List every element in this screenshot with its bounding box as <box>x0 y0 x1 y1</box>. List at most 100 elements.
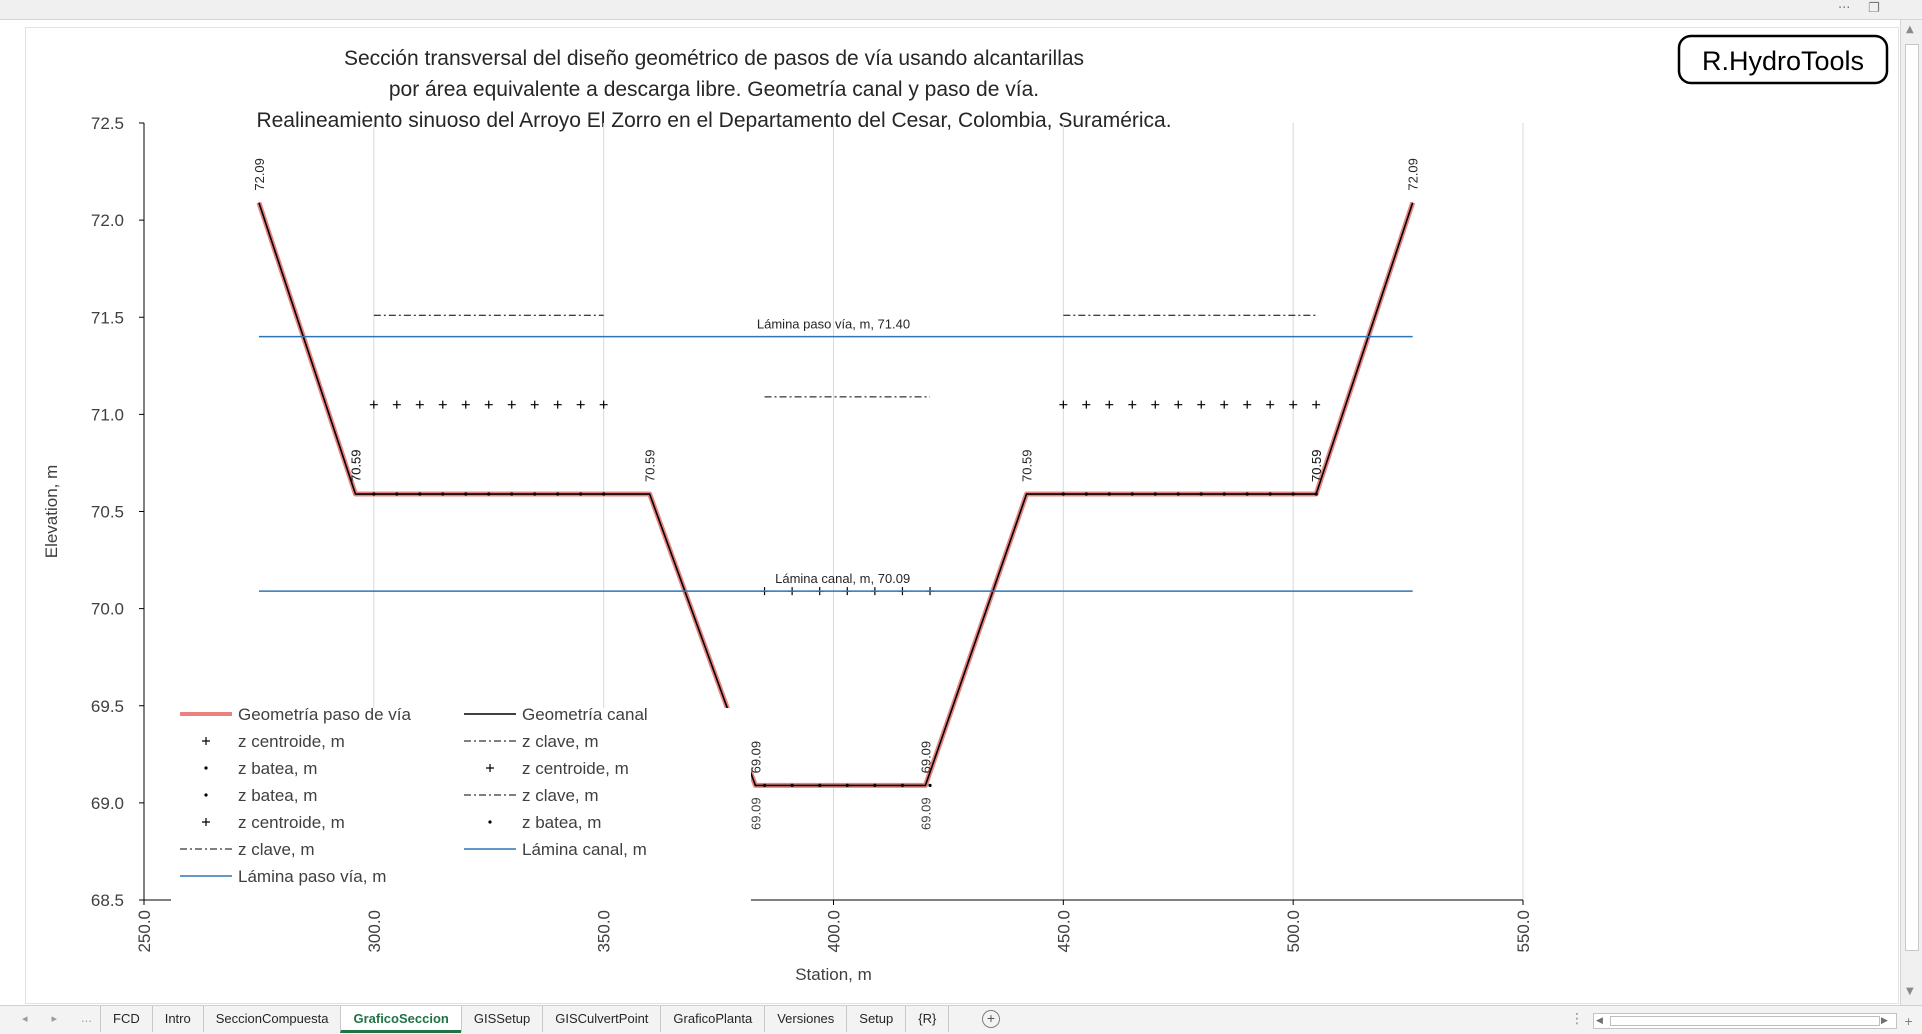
sheet-tab[interactable]: GISCulvertPoint <box>542 1006 660 1032</box>
centroid-marker <box>599 400 608 409</box>
data-label: 69.09 <box>748 741 763 774</box>
invert-marker <box>1314 492 1318 496</box>
centroid-marker <box>1174 400 1183 409</box>
sheet-tab[interactable]: FCD <box>100 1006 152 1032</box>
cross-section-chart: Sección transversal del diseño geométric… <box>42 34 1889 984</box>
invert-marker <box>602 492 606 496</box>
x-tick-label: 550.0 <box>1514 910 1533 953</box>
invert-marker <box>372 492 376 496</box>
invert-marker <box>418 492 422 496</box>
centroid-marker <box>461 400 470 409</box>
scroll-down-icon[interactable]: ▼ <box>1906 986 1914 997</box>
legend-label: z clave, m <box>238 840 315 859</box>
invert-marker <box>873 783 877 787</box>
sheet-tab[interactable]: SeccionCompuesta <box>202 1006 341 1032</box>
data-label: 70.59 <box>348 449 363 482</box>
centroid-marker <box>392 400 401 409</box>
x-axis-title: Station, m <box>795 965 872 984</box>
sheet-tab[interactable]: GraficoSeccion <box>340 1006 461 1033</box>
invert-marker <box>533 492 537 496</box>
sheet-tab-bar: ◂▸… FCD Intro SeccionCompuesta GraficoSecci… <box>0 1005 1922 1034</box>
invert-marker <box>1291 492 1295 496</box>
legend-swatch <box>204 793 208 797</box>
logo-text: R.HydroTools <box>1702 46 1864 76</box>
legend-label: Geometría paso de vía <box>238 705 411 724</box>
sheet-tab[interactable]: GraficoPlanta <box>660 1006 764 1032</box>
centroid-marker <box>438 400 447 409</box>
legend-swatch <box>202 737 210 745</box>
centroid-marker <box>1312 400 1321 409</box>
more-vertical-icon[interactable]: ⋮ <box>1570 1010 1584 1026</box>
data-label: 70.59 <box>348 449 363 482</box>
centroid-marker <box>415 400 424 409</box>
add-sheet-button[interactable]: + <box>982 1010 1000 1028</box>
chart-area[interactable]: Sección transversal del diseño geométric… <box>25 27 1899 1004</box>
y-tick-label: 69.0 <box>91 794 124 813</box>
horizontal-scrollbar[interactable]: ◀ ▶ <box>1593 1013 1897 1029</box>
data-label: Lámina canal, m, 70.09 <box>775 571 910 586</box>
invert-marker <box>1176 492 1180 496</box>
legend-label: Lámina paso vía, m <box>238 867 386 886</box>
sheet-nav-arrows-icon[interactable]: ◂▸… <box>22 1012 117 1025</box>
invert-marker <box>845 783 849 787</box>
data-label: 69.09 <box>748 797 763 830</box>
legend-label: z batea, m <box>238 786 317 805</box>
legend-label: z centroide, m <box>522 759 629 778</box>
invert-marker <box>1130 492 1134 496</box>
scroll-up-icon[interactable]: ▲ <box>1906 24 1914 35</box>
more-horizontal-icon[interactable]: ··· <box>1838 1 1851 16</box>
x-tick-label: 500.0 <box>1284 910 1303 953</box>
sheet-tab[interactable]: Setup <box>846 1006 905 1032</box>
invert-marker <box>579 492 583 496</box>
sheet-tab[interactable]: Versiones <box>764 1006 846 1032</box>
data-label: 69.09 <box>918 741 933 774</box>
x-tick-label: 300.0 <box>365 910 384 953</box>
chart-title-line: por área equivalente a descarga libre. G… <box>389 78 1039 101</box>
data-label: 72.09 <box>252 158 267 191</box>
scroll-right-icon[interactable]: ▶ <box>1881 1016 1888 1026</box>
restore-window-icon[interactable]: ❐ <box>1868 1 1880 16</box>
legend-label: z batea, m <box>238 759 317 778</box>
centroid-marker <box>507 400 516 409</box>
invert-marker <box>487 492 491 496</box>
centroid-marker <box>1289 400 1298 409</box>
legend-swatch <box>204 766 208 770</box>
invert-marker <box>818 783 822 787</box>
legend-swatch <box>202 818 210 826</box>
invert-marker <box>510 492 514 496</box>
centroid-marker <box>1128 400 1137 409</box>
x-tick-label: 400.0 <box>825 910 844 953</box>
invert-marker <box>1245 492 1249 496</box>
scroll-left-icon[interactable]: ◀ <box>1596 1016 1603 1026</box>
horizontal-scroll-thumb[interactable] <box>1610 1016 1880 1026</box>
invert-marker <box>1061 492 1065 496</box>
sheet-tab[interactable]: GISSetup <box>460 1006 542 1032</box>
centroid-marker <box>576 400 585 409</box>
vertical-scroll-thumb[interactable] <box>1905 44 1919 951</box>
x-tick-label: 250.0 <box>135 910 154 953</box>
data-label: Lámina paso vía, m, 71.40 <box>757 317 910 332</box>
legend-label: z centroide, m <box>238 813 345 832</box>
invert-marker <box>1084 492 1088 496</box>
invert-marker <box>928 783 932 787</box>
y-axis-title: Elevation, m <box>42 465 61 559</box>
data-label: 70.59 <box>1309 449 1324 482</box>
y-tick-label: 71.0 <box>91 405 124 424</box>
sheet-tab[interactable]: Intro <box>151 1006 203 1032</box>
invert-marker <box>762 783 767 787</box>
sheet-tabs: FCD Intro SeccionCompuesta GraficoSeccion GI… <box>100 1006 950 1034</box>
sheet-tab[interactable]: {R} <box>905 1006 950 1032</box>
centroid-marker <box>1220 400 1229 409</box>
centroid-marker <box>484 400 493 409</box>
legend-label: z centroide, m <box>238 732 345 751</box>
invert-marker <box>900 783 905 787</box>
y-tick-label: 71.5 <box>91 308 124 327</box>
invert-marker <box>1107 492 1111 496</box>
centroid-marker <box>1059 400 1068 409</box>
legend-swatch <box>486 764 494 772</box>
legend-label: z clave, m <box>522 732 599 751</box>
corner-plus-icon[interactable]: + <box>1904 1015 1914 1028</box>
data-label: 70.59 <box>1309 449 1324 482</box>
vertical-scrollbar[interactable]: ▲ ▼ <box>1900 20 1922 1005</box>
y-tick-label: 70.0 <box>91 600 124 619</box>
